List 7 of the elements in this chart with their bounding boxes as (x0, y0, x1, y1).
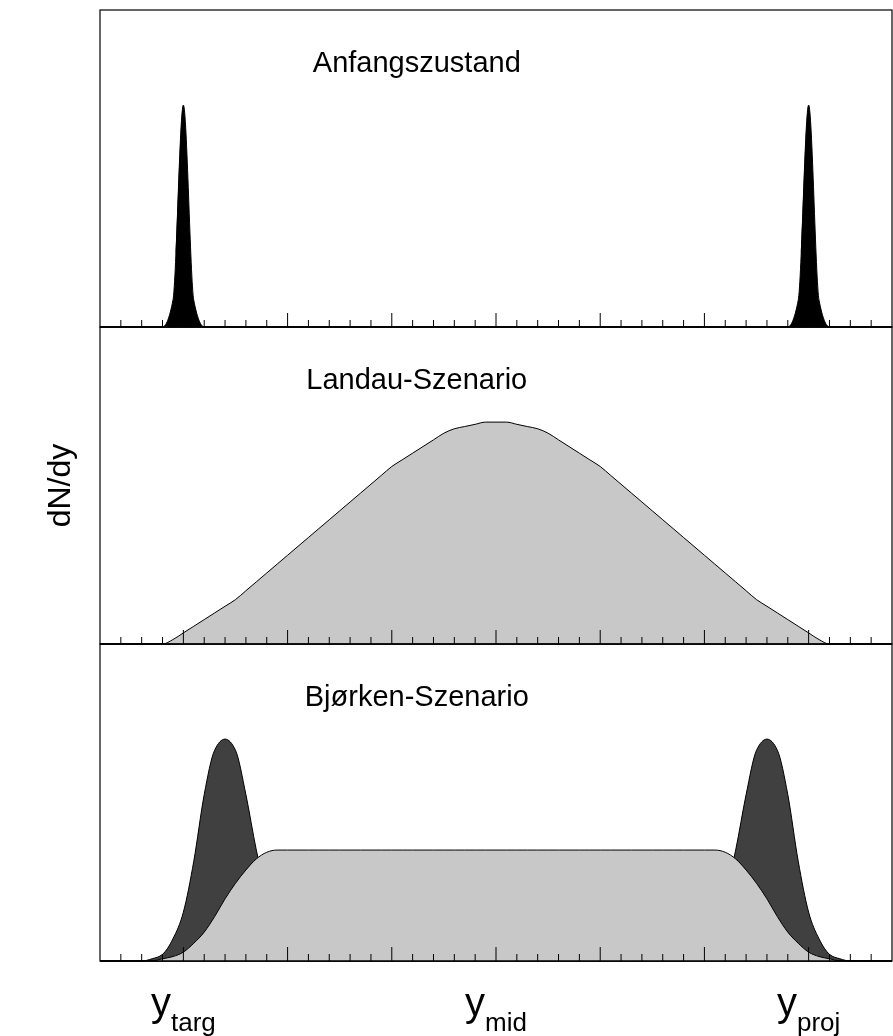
chart-title: Landau-Szenario (306, 363, 528, 395)
y-axis-title: dN/dy (41, 443, 77, 528)
x-tick-label: y$_{targ}$ (150, 980, 216, 1036)
x-tick-label: y$_{mid}$ (465, 980, 527, 1036)
chart-title: Bjørken-Szenario (304, 680, 529, 712)
x-tick-label: y$_{proj}$ (776, 980, 841, 1036)
chart-title: Anfangszustand (312, 46, 521, 78)
